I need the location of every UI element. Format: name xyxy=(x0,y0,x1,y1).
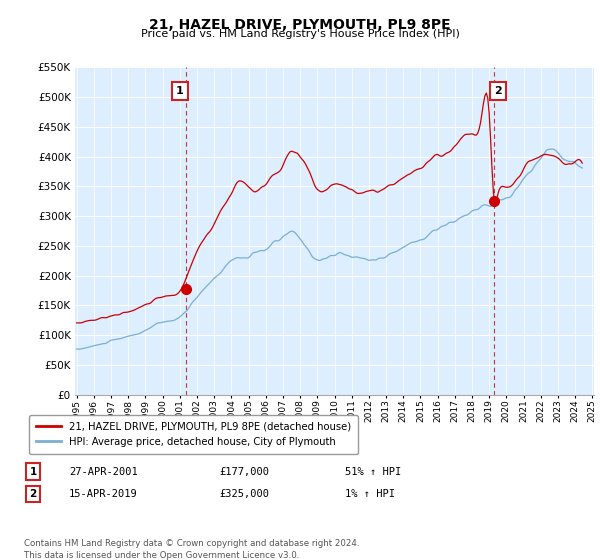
Text: Contains HM Land Registry data © Crown copyright and database right 2024.
This d: Contains HM Land Registry data © Crown c… xyxy=(24,539,359,559)
Text: 21, HAZEL DRIVE, PLYMOUTH, PL9 8PE: 21, HAZEL DRIVE, PLYMOUTH, PL9 8PE xyxy=(149,18,451,32)
Text: 1: 1 xyxy=(176,86,184,96)
Text: 27-APR-2001: 27-APR-2001 xyxy=(69,466,138,477)
Text: 15-APR-2019: 15-APR-2019 xyxy=(69,489,138,499)
Text: 51% ↑ HPI: 51% ↑ HPI xyxy=(345,466,401,477)
Text: 2: 2 xyxy=(494,86,502,96)
Text: 1: 1 xyxy=(29,466,37,477)
Text: £325,000: £325,000 xyxy=(219,489,269,499)
Text: Price paid vs. HM Land Registry's House Price Index (HPI): Price paid vs. HM Land Registry's House … xyxy=(140,29,460,39)
Text: 2: 2 xyxy=(29,489,37,499)
Text: 1% ↑ HPI: 1% ↑ HPI xyxy=(345,489,395,499)
Legend: 21, HAZEL DRIVE, PLYMOUTH, PL9 8PE (detached house), HPI: Average price, detache: 21, HAZEL DRIVE, PLYMOUTH, PL9 8PE (deta… xyxy=(29,415,358,454)
Text: £177,000: £177,000 xyxy=(219,466,269,477)
